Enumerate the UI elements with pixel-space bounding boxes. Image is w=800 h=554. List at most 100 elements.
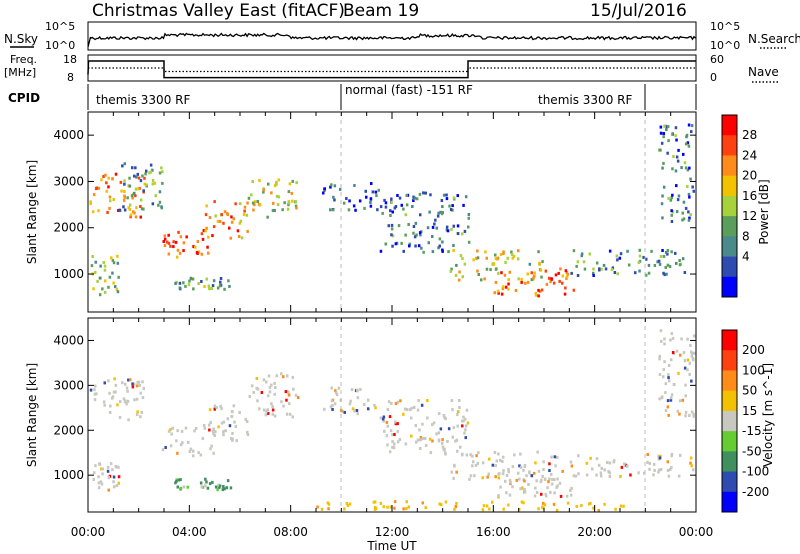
velocity-cell xyxy=(108,391,111,395)
velocity-cell xyxy=(544,477,547,481)
power-cell xyxy=(396,194,399,197)
power-cell xyxy=(323,187,326,191)
colorbar-tick-label: -100 xyxy=(742,465,769,479)
velocity-cell xyxy=(523,488,526,491)
power-cell xyxy=(185,235,188,239)
velocity-cell xyxy=(518,507,521,511)
velocity-cell xyxy=(475,454,478,458)
colorbar-tick-label: 15 xyxy=(742,404,757,418)
power-cell xyxy=(212,279,216,283)
power-cell xyxy=(580,252,584,256)
power-cell xyxy=(132,210,135,214)
velocity-cell xyxy=(652,473,655,477)
power-cell xyxy=(583,267,587,271)
velocity-cell xyxy=(388,415,392,419)
power-cell xyxy=(445,193,448,197)
power-cell xyxy=(374,190,378,194)
power-cell xyxy=(210,287,213,290)
power-cell xyxy=(676,198,680,202)
velocity-cell xyxy=(659,454,662,458)
velocity-cell xyxy=(418,428,421,432)
power-cell xyxy=(517,277,520,281)
velocity-cell xyxy=(559,494,563,498)
velocity-cell xyxy=(187,440,190,444)
power-cell xyxy=(685,135,688,139)
velocity-cell xyxy=(213,404,217,408)
power-cell xyxy=(538,261,541,265)
power-cell xyxy=(123,179,126,183)
power-cell xyxy=(563,292,567,296)
power-cell xyxy=(462,203,465,207)
power-cell xyxy=(376,208,379,212)
power-cell xyxy=(450,227,453,231)
velocity-cell xyxy=(135,413,139,416)
power-cell xyxy=(647,271,651,275)
velocity-cell xyxy=(106,465,110,469)
velocity-cell xyxy=(481,461,485,465)
velocity-cell xyxy=(679,453,682,457)
velocity-cell xyxy=(476,462,479,465)
power-cell xyxy=(437,246,440,250)
velocity-cell xyxy=(679,353,682,357)
velocity-cell xyxy=(118,415,122,419)
power-cell xyxy=(653,264,657,267)
power-cell xyxy=(134,194,137,198)
power-cell xyxy=(108,195,112,199)
power-cell xyxy=(547,276,551,280)
power-cell xyxy=(229,236,232,240)
power-cell xyxy=(433,222,436,226)
velocity-cell xyxy=(673,383,676,387)
power-cell xyxy=(134,187,138,191)
power-cell xyxy=(595,261,599,265)
power-cell xyxy=(582,260,586,264)
velocity-cell xyxy=(396,422,399,426)
velocity-cell xyxy=(667,373,670,377)
power-cell xyxy=(272,201,275,205)
colorbar-swatch xyxy=(722,256,737,278)
velocity-cell xyxy=(474,463,478,467)
power-cell xyxy=(202,229,206,232)
velocity-cell xyxy=(126,389,129,393)
power-cell xyxy=(274,181,278,185)
power-cell xyxy=(447,250,450,254)
velocity-cell xyxy=(499,485,502,489)
velocity-cell xyxy=(572,474,576,478)
power-cell xyxy=(106,211,109,214)
power-cell xyxy=(252,208,255,212)
velocity-cell xyxy=(497,494,500,498)
velocity-cell xyxy=(575,504,578,508)
power-cell xyxy=(439,210,442,214)
velocity-cell xyxy=(175,439,178,443)
velocity-cell xyxy=(331,404,334,407)
velocity-cell xyxy=(372,500,376,504)
power-cell xyxy=(664,265,667,269)
power-cell xyxy=(415,233,418,237)
velocity-cell xyxy=(266,412,270,415)
power-cell xyxy=(177,230,180,234)
velocity-cell xyxy=(569,493,573,497)
velocity-cell xyxy=(103,381,106,385)
power-cell xyxy=(167,252,171,256)
power-cell xyxy=(662,254,666,258)
power-cell xyxy=(288,182,292,186)
power-cell xyxy=(565,275,569,279)
velocity-cell xyxy=(459,445,462,449)
power-cell xyxy=(598,268,601,272)
velocity-cell xyxy=(556,456,559,459)
velocity-cell xyxy=(141,380,144,384)
x-tick-label: 20:00 xyxy=(577,525,612,539)
velocity-cell xyxy=(518,477,521,481)
velocity-cell xyxy=(669,468,672,471)
power-cell xyxy=(245,213,249,217)
power-cell xyxy=(413,196,417,200)
power-cell xyxy=(441,205,444,209)
velocity-cell xyxy=(664,382,668,386)
power-cell xyxy=(358,199,362,203)
velocity-cell xyxy=(402,412,405,416)
power-cell xyxy=(484,250,487,254)
power-cell xyxy=(514,289,518,292)
power-cell xyxy=(496,289,500,293)
power-cell xyxy=(467,213,471,216)
power-cell xyxy=(539,268,543,272)
velocity-cell xyxy=(535,479,538,483)
